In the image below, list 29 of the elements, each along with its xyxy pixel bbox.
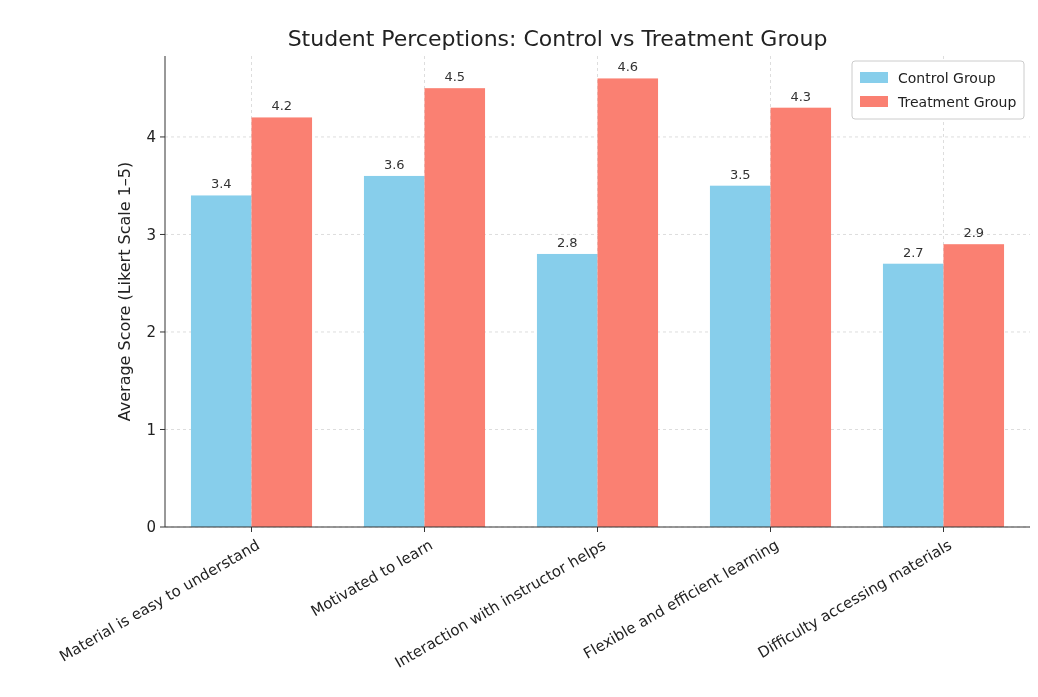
legend-label: Treatment Group bbox=[897, 93, 1017, 110]
bar bbox=[597, 78, 659, 527]
legend-label: Control Group bbox=[898, 69, 996, 86]
data-label: 3.6 bbox=[383, 156, 405, 172]
chart-title: Student Perceptions: Control vs Treatment Group bbox=[287, 26, 828, 51]
bar bbox=[943, 244, 1005, 527]
bar bbox=[709, 185, 771, 527]
y-tick-label: 3 bbox=[146, 225, 156, 244]
bar bbox=[424, 88, 486, 527]
data-label: 3.5 bbox=[729, 166, 751, 182]
bar bbox=[251, 117, 313, 527]
data-label: 4.6 bbox=[617, 59, 639, 75]
data-label: 2.7 bbox=[902, 244, 924, 260]
bar bbox=[190, 195, 252, 527]
data-label: 2.8 bbox=[556, 234, 578, 250]
y-tick-label: 0 bbox=[146, 518, 156, 537]
y-tick-label: 2 bbox=[146, 323, 156, 342]
y-tick-label: 4 bbox=[146, 128, 156, 147]
y-axis-title: Average Score (Likert Scale 1–5) bbox=[115, 161, 134, 422]
bar bbox=[536, 253, 598, 527]
bar bbox=[363, 175, 425, 527]
bar bbox=[770, 107, 832, 527]
y-tick-label: 1 bbox=[146, 420, 156, 439]
bar bbox=[882, 263, 944, 527]
data-label: 4.3 bbox=[790, 88, 812, 104]
data-label: 3.4 bbox=[210, 176, 232, 192]
data-label: 2.9 bbox=[963, 225, 985, 241]
data-label: 4.2 bbox=[271, 98, 293, 114]
data-label: 4.5 bbox=[444, 69, 466, 85]
